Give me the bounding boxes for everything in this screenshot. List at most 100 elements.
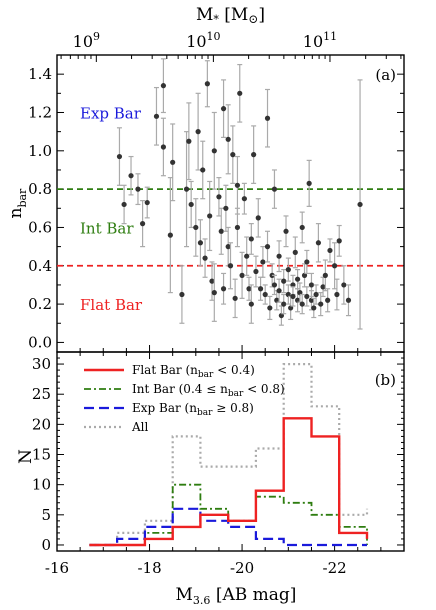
data-point-5 xyxy=(144,186,150,219)
data-point-37 xyxy=(237,63,243,123)
point-marker xyxy=(220,106,227,112)
point-marker xyxy=(202,255,208,261)
point-marker xyxy=(264,244,271,250)
point-marker xyxy=(301,272,308,278)
data-point-72 xyxy=(299,293,305,315)
data-point-35 xyxy=(234,155,241,215)
data-point-41 xyxy=(246,276,252,301)
point-marker xyxy=(294,276,301,282)
point-marker xyxy=(144,199,150,206)
panel-a-region-label-1: Int Bar xyxy=(80,219,134,237)
data-point-36 xyxy=(234,207,241,248)
panel-b-xtick-label-3: -22 xyxy=(323,559,347,577)
point-marker xyxy=(299,301,305,307)
point-marker xyxy=(341,282,347,288)
point-marker xyxy=(325,297,331,303)
point-marker xyxy=(230,152,236,158)
data-point-25 xyxy=(216,177,222,217)
point-marker xyxy=(207,213,213,219)
point-marker xyxy=(290,293,296,300)
data-point-18 xyxy=(200,140,206,200)
point-marker xyxy=(186,138,192,144)
point-marker xyxy=(218,228,224,234)
point-marker xyxy=(357,201,363,208)
data-point-4 xyxy=(139,200,146,248)
point-marker xyxy=(297,290,303,296)
panel-b-ytick-label-1: 5 xyxy=(41,506,51,524)
data-point-19 xyxy=(202,238,208,278)
panel-b-xtick-label-2: -20 xyxy=(230,559,254,577)
point-marker xyxy=(320,284,326,290)
data-point-1 xyxy=(121,184,127,225)
point-marker xyxy=(135,186,141,192)
data-point-86 xyxy=(325,288,331,313)
panel-a-ytick-label-1: 0.2 xyxy=(28,295,52,313)
point-marker xyxy=(260,259,266,265)
data-point-21 xyxy=(207,180,213,252)
data-point-87 xyxy=(327,238,333,263)
top-axis-stellar-mass: 109 1010 1011 M* [M⊙] xyxy=(60,5,402,62)
top-axis-tick-label-2: 1011 xyxy=(303,30,337,51)
data-point-43 xyxy=(248,284,254,324)
legend-label-1: Int Bar (0.4 ≤ nbar < 0.8) xyxy=(132,382,285,399)
panel-b-xlabel: M3.6 [AB mag] xyxy=(176,585,297,607)
data-point-23 xyxy=(211,111,217,190)
data-point-64 xyxy=(285,257,291,282)
panel-b-label: (b) xyxy=(375,371,396,389)
point-marker xyxy=(237,90,243,96)
point-marker xyxy=(276,288,282,294)
data-point-40 xyxy=(244,236,250,276)
data-point-9 xyxy=(167,177,173,294)
point-marker xyxy=(170,159,176,165)
data-point-38 xyxy=(239,251,245,299)
histogram-series-0 xyxy=(89,417,369,547)
point-marker xyxy=(315,240,322,246)
data-point-49 xyxy=(262,284,268,305)
data-point-32 xyxy=(227,242,234,290)
data-point-77 xyxy=(306,159,312,207)
data-point-73 xyxy=(299,211,305,244)
data-point-71 xyxy=(297,282,303,303)
top-axis-tick-label-1: 1010 xyxy=(186,30,220,51)
point-marker xyxy=(232,295,238,301)
panel-a-ylabel: nbar xyxy=(6,188,29,219)
point-marker xyxy=(223,205,229,211)
point-marker xyxy=(308,282,315,288)
data-point-54 xyxy=(271,169,278,209)
data-point-12 xyxy=(183,131,190,248)
point-marker xyxy=(285,291,291,298)
point-marker xyxy=(281,301,287,307)
data-point-45 xyxy=(253,255,259,288)
point-marker xyxy=(193,224,199,231)
data-point-3 xyxy=(135,173,141,206)
data-point-33 xyxy=(230,125,236,184)
point-marker xyxy=(197,240,204,246)
point-marker xyxy=(264,115,271,121)
data-point-70 xyxy=(294,269,301,290)
data-point-52 xyxy=(267,295,273,321)
point-marker xyxy=(227,263,234,269)
point-marker xyxy=(306,180,312,186)
point-marker xyxy=(318,301,324,307)
data-point-62 xyxy=(283,215,289,248)
data-point-16 xyxy=(195,92,201,171)
panel-a-region-label-0: Exp Bar xyxy=(80,104,142,122)
point-marker xyxy=(211,148,217,154)
data-point-48 xyxy=(260,246,266,278)
data-point-34 xyxy=(232,278,238,319)
point-marker xyxy=(308,297,315,303)
panel-a-ytick-label-3: 0.6 xyxy=(28,218,52,236)
point-marker xyxy=(225,244,231,250)
panel-a-ytick-label-5: 1.0 xyxy=(28,142,52,160)
point-marker xyxy=(220,286,227,292)
data-point-2 xyxy=(128,155,134,196)
point-marker xyxy=(188,201,194,208)
data-point-26 xyxy=(218,207,224,255)
point-marker xyxy=(304,293,310,300)
data-point-91 xyxy=(341,265,347,305)
data-point-46 xyxy=(255,198,261,238)
data-point-63 xyxy=(285,284,291,305)
point-marker xyxy=(290,282,296,288)
panel-a-ytick-label-2: 0.4 xyxy=(28,257,52,275)
point-marker xyxy=(139,221,146,227)
